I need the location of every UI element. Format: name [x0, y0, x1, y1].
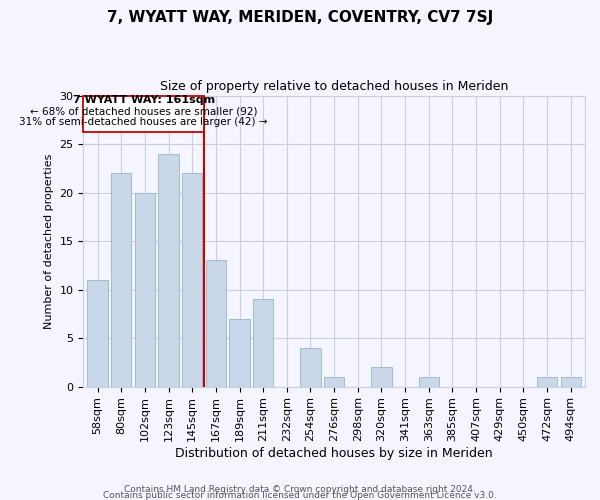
Text: 7, WYATT WAY, MERIDEN, COVENTRY, CV7 7SJ: 7, WYATT WAY, MERIDEN, COVENTRY, CV7 7SJ	[107, 10, 493, 25]
Title: Size of property relative to detached houses in Meriden: Size of property relative to detached ho…	[160, 80, 508, 93]
Bar	[371, 367, 392, 386]
Bar	[229, 318, 250, 386]
Text: ← 68% of detached houses are smaller (92): ← 68% of detached houses are smaller (92…	[30, 106, 257, 116]
Text: Contains public sector information licensed under the Open Government Licence v3: Contains public sector information licen…	[103, 490, 497, 500]
Bar	[301, 348, 320, 387]
X-axis label: Distribution of detached houses by size in Meriden: Distribution of detached houses by size …	[175, 447, 493, 460]
Bar	[206, 260, 226, 386]
FancyBboxPatch shape	[83, 96, 204, 132]
Text: 7 WYATT WAY: 161sqm: 7 WYATT WAY: 161sqm	[73, 96, 215, 106]
Bar	[561, 377, 581, 386]
Bar	[324, 377, 344, 386]
Bar	[135, 192, 155, 386]
Bar	[253, 300, 273, 386]
Y-axis label: Number of detached properties: Number of detached properties	[44, 154, 54, 329]
Bar	[182, 173, 202, 386]
Bar	[88, 280, 107, 386]
Bar	[537, 377, 557, 386]
Bar	[111, 173, 131, 386]
Text: Contains HM Land Registry data © Crown copyright and database right 2024.: Contains HM Land Registry data © Crown c…	[124, 484, 476, 494]
Bar	[158, 154, 179, 386]
Bar	[419, 377, 439, 386]
Text: 31% of semi-detached houses are larger (42) →: 31% of semi-detached houses are larger (…	[19, 116, 268, 126]
